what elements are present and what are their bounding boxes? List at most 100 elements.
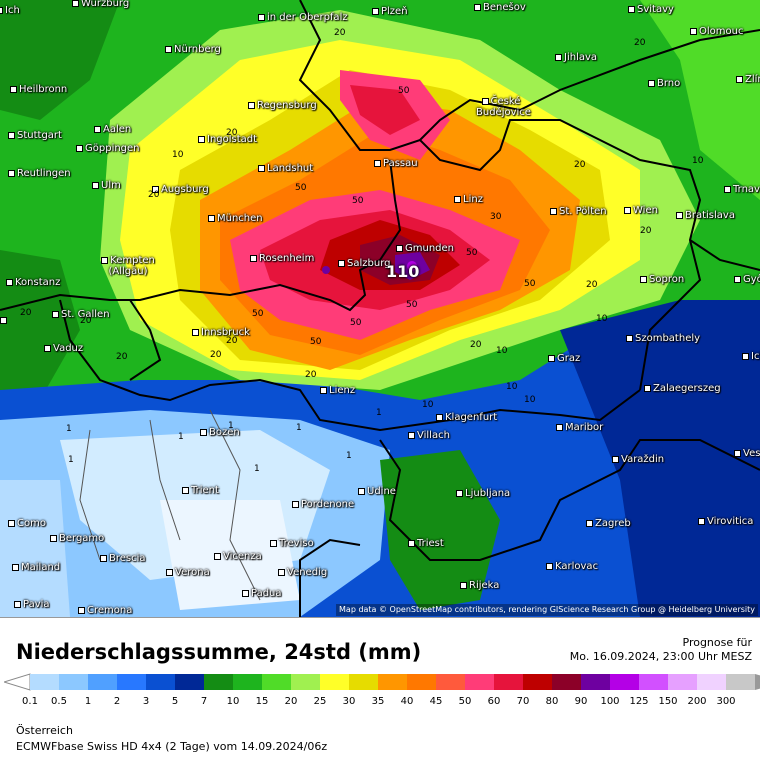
city-marker — [165, 45, 172, 53]
city-label: Como — [8, 518, 46, 529]
contour-label: 10 — [506, 382, 518, 392]
scale-swatch — [175, 674, 204, 690]
precipitation-map: Ich Würzburg in der Oberpfalz Plzeň Bene… — [0, 0, 760, 617]
city-label: in der Oberpfalz — [258, 12, 348, 23]
city-label — [0, 315, 9, 326]
scale-value: 300 — [716, 696, 736, 707]
city-marker — [101, 256, 109, 264]
city-marker — [338, 259, 345, 267]
city-marker — [8, 169, 15, 177]
city-marker — [624, 206, 631, 214]
city-marker — [626, 334, 633, 342]
city-label: St. Gallen — [52, 309, 110, 320]
scale-value: 50 — [458, 696, 472, 707]
city-label: Ulm — [92, 180, 121, 191]
city-marker — [152, 185, 159, 193]
contour-label: 10 — [172, 150, 184, 160]
city-label: Ingolstadt — [198, 134, 257, 145]
city-label: Vaduz — [44, 343, 83, 354]
contour-label: 1 — [346, 451, 352, 461]
city-label: Landshut — [258, 163, 313, 174]
city-label: Ich — [742, 351, 760, 362]
scale-value: 15 — [255, 696, 269, 707]
city-marker — [8, 131, 15, 139]
contour-label: 1 — [254, 464, 260, 474]
city-marker — [292, 500, 299, 508]
city-label: Brescia — [100, 553, 146, 564]
city-marker — [72, 0, 79, 7]
city-label: Padua — [242, 588, 282, 599]
forecast-time: Mo. 16.09.2024, 23:00 Uhr MESZ — [569, 650, 752, 663]
city-marker — [372, 7, 379, 15]
city-label: Stuttgart — [8, 130, 62, 141]
scale-swatch — [639, 674, 668, 690]
city-label: Ich — [0, 5, 20, 16]
scale-swatch — [465, 674, 494, 690]
city-marker — [690, 27, 697, 35]
scale-value: 30 — [342, 696, 356, 707]
city-marker — [555, 53, 562, 61]
color-scale-bar — [4, 673, 760, 691]
city-marker — [742, 352, 749, 360]
city-label: Zalaegerszeg — [644, 383, 721, 394]
city-label: Innsbruck — [192, 327, 250, 338]
scale-swatch — [552, 674, 581, 690]
city-marker — [76, 144, 83, 152]
city-marker — [586, 519, 593, 527]
city-marker — [250, 254, 257, 262]
city-marker — [396, 244, 403, 252]
city-marker — [200, 428, 207, 436]
contour-label: 50 — [252, 309, 264, 319]
city-marker — [94, 125, 101, 133]
city-label: Pavia — [14, 599, 50, 610]
scale-swatch — [204, 674, 233, 690]
city-marker — [52, 310, 59, 318]
city-marker — [100, 554, 107, 562]
scale-arrow-right — [755, 674, 760, 690]
scale-value: 7 — [200, 696, 208, 707]
color-scale-values: 0.1 0.5 1 2 3 5 7 10 15 20 25 30 35 40 45 50 60 70 80 90 100… — [0, 696, 760, 710]
scale-value: 45 — [429, 696, 443, 707]
city-marker — [198, 135, 205, 143]
city-marker — [248, 101, 255, 109]
city-label: Olomouc — [690, 26, 743, 37]
scale-value: 60 — [487, 696, 501, 707]
city-marker — [182, 486, 189, 494]
city-label: Rosenheim — [250, 253, 314, 264]
city-label: Vicenza — [214, 551, 262, 562]
city-label: Heilbronn — [10, 84, 67, 95]
city-marker — [320, 386, 327, 394]
city-label: České Budějovice — [476, 96, 531, 118]
city-label: Venedig — [278, 567, 327, 578]
city-label: Maribor — [556, 422, 603, 433]
legend-panel: Niederschlagssumme, 24std (mm) Prognose … — [0, 617, 760, 761]
city-label: Szombathely — [626, 333, 700, 344]
city-marker — [546, 562, 553, 570]
city-label: Svitavy — [628, 4, 674, 15]
city-label: Brno — [648, 78, 680, 89]
city-label: Sopron — [640, 274, 684, 285]
scale-swatch — [436, 674, 465, 690]
scale-swatch — [523, 674, 552, 690]
contour-label: 10 — [422, 400, 434, 410]
contour-label: 20 — [116, 352, 128, 362]
scale-value: 10 — [226, 696, 240, 707]
city-label: St. Pölten — [550, 206, 607, 217]
city-marker — [0, 316, 7, 324]
scale-value: 0.5 — [51, 696, 67, 707]
city-label: Würzburg — [72, 0, 129, 9]
contour-label: 10 — [692, 156, 704, 166]
scale-value: 0.1 — [22, 696, 38, 707]
city-marker — [724, 185, 731, 193]
city-marker — [44, 344, 51, 352]
scale-value: 25 — [313, 696, 327, 707]
scale-swatch — [697, 674, 726, 690]
city-marker — [50, 534, 57, 542]
map-attribution: Map data © OpenStreetMap contributors, r… — [336, 604, 758, 616]
city-marker — [192, 328, 199, 336]
city-label: Konstanz — [6, 277, 60, 288]
model-info: ECMWFbase Swiss HD 4x4 (2 Tage) vom 14.0… — [16, 740, 328, 753]
scale-value: 150 — [658, 696, 678, 707]
city-marker — [698, 517, 705, 525]
city-label: Benešov — [474, 2, 526, 13]
